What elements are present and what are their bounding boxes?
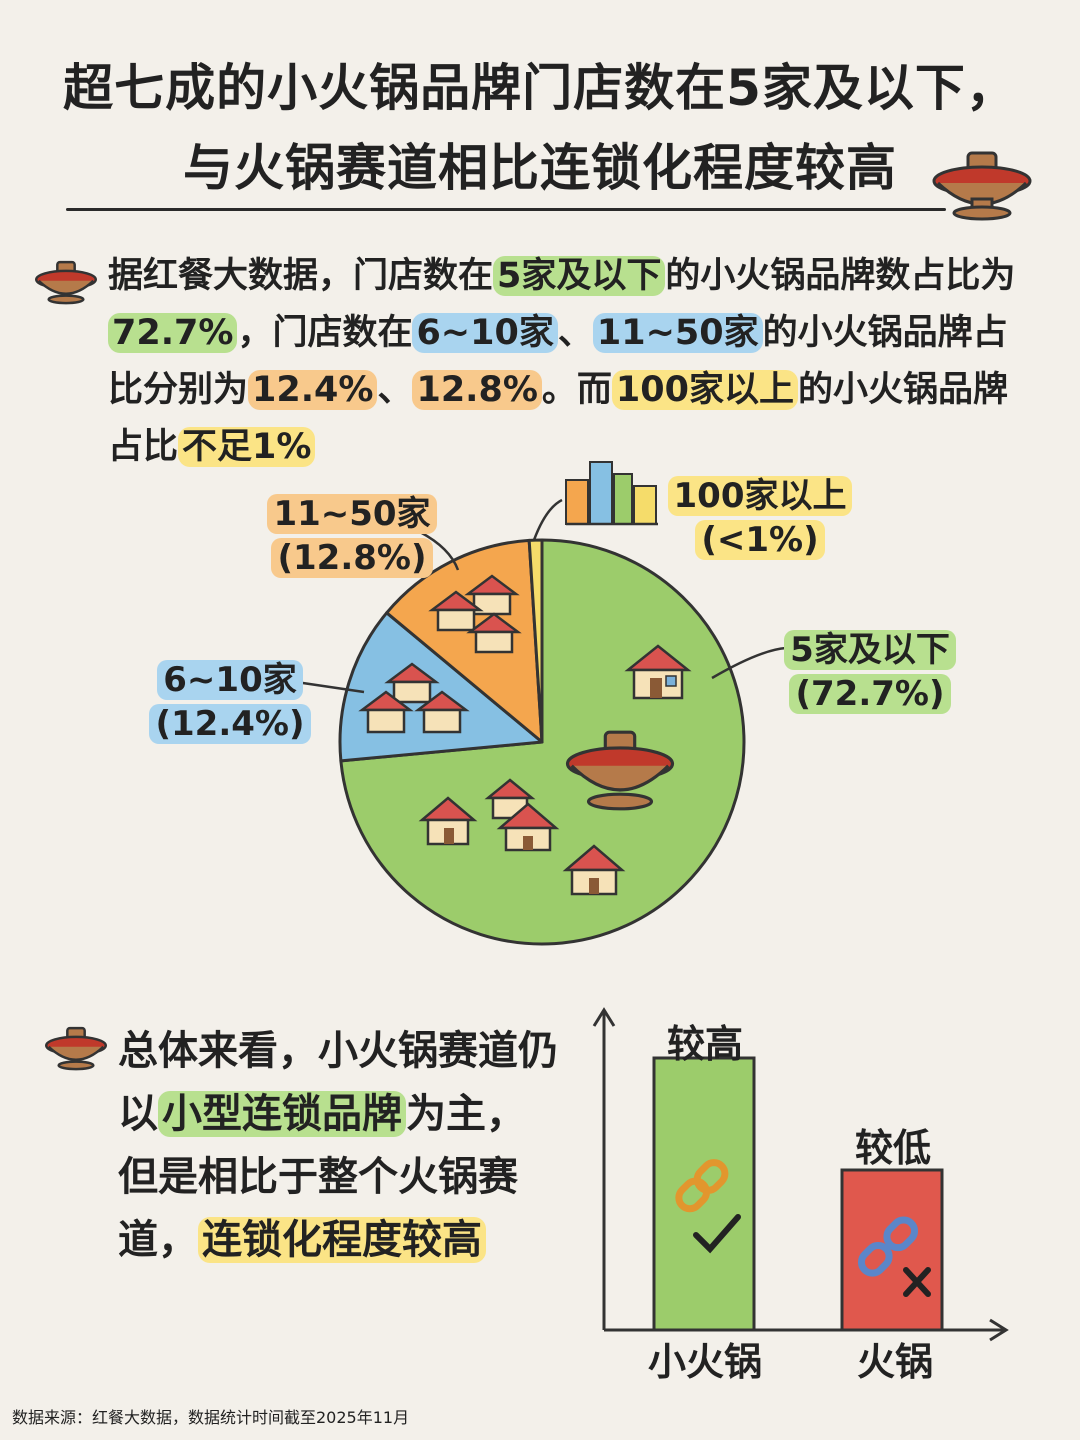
house-icon — [384, 662, 440, 704]
x-axis-arrow — [989, 1318, 1009, 1342]
highlight-11-50: 11~50家 — [592, 313, 763, 353]
data-source: 数据来源：红餐大数据，数据统计时间截至2025年11月 — [12, 1408, 410, 1427]
hotpot-icon — [34, 260, 98, 305]
chain-icon — [675, 1177, 711, 1213]
title-divider — [66, 208, 946, 211]
bar-category-label: 小火锅 — [647, 1340, 762, 1384]
intro-text: 、 — [557, 313, 593, 353]
pie-label-text: 100家以上 — [667, 476, 853, 516]
intro-text: 的小火锅品牌占比 — [108, 370, 1008, 467]
bar-category-label: 火锅 — [856, 1340, 933, 1384]
summary-paragraph: 总体来看，小火锅赛道仍以 小型连锁品牌 为主，但是相比于整个火锅赛道， 连锁化程度较高 — [118, 1020, 558, 1272]
hotpot-icon — [44, 1026, 108, 1071]
highlight-small-chain: 小型连锁品牌 — [158, 1091, 406, 1137]
leader-line-11-50 — [419, 530, 460, 571]
title-line-2: 与火锅赛道相比连锁化程度较高 — [183, 139, 897, 197]
pie-label-text: 5家及以下 — [784, 630, 956, 670]
summary-text: 为主，但是相比于整个火锅赛道， — [118, 1091, 526, 1263]
leader-lines — [295, 498, 787, 694]
pie-label-6-10: 6~10家 (12.4%) — [140, 658, 320, 746]
chain-icon — [693, 1159, 729, 1194]
highlight-72-7: 72.7% — [108, 313, 238, 353]
bar-value-label: 较高 — [666, 1022, 743, 1066]
highlight-12-4: 12.4% — [248, 370, 378, 410]
pie-slice-3 — [527, 538, 544, 744]
intro-paragraph: 据红餐大数据，门店数在 5家及以下 的小火锅品牌数占比为 72.7% ，门店数在 6~10… — [108, 248, 1028, 476]
chain-icon — [883, 1216, 919, 1252]
highlight-under-1: 不足1% — [178, 427, 316, 467]
house-icon — [624, 644, 692, 700]
pie-label-text: 6~10家 — [157, 660, 303, 700]
hotpot-icon — [932, 151, 1032, 221]
cross-icon — [903, 1267, 931, 1297]
pie-label-11-50: 11~50家 (12.8%) — [262, 492, 442, 580]
title-line-1: 超七成的小火锅品牌门店数在5家及以下， — [63, 59, 1017, 117]
intro-text: ，门店数在 — [237, 313, 413, 353]
leader-line-6-10 — [295, 680, 365, 694]
chain-icon — [857, 1241, 893, 1277]
pie-label-5: 5家及以下 (72.7%) — [770, 628, 970, 716]
highlight-100: 100家以上 — [611, 370, 798, 410]
pie-label-value: (12.8%) — [271, 538, 433, 578]
highlight-6-10: 6~10家 — [412, 313, 558, 353]
pie-label-100: 100家以上 (<1%) — [660, 474, 860, 562]
intro-text: 。而 — [541, 370, 612, 410]
highlight-12-8: 12.8% — [412, 370, 542, 410]
hotpot-icon — [565, 730, 675, 811]
highlight-5: 5家及以下 — [493, 256, 666, 296]
leader-line-100 — [532, 498, 563, 541]
intro-text: 的小火锅品牌数占比为 — [665, 256, 1016, 296]
pie-label-value: (<1%) — [695, 520, 825, 560]
house-icon — [466, 612, 522, 654]
pie-label-value: (72.7%) — [789, 674, 951, 714]
intro-text: 的小火锅品牌占比分别为 — [108, 313, 1008, 410]
city-icon — [565, 461, 658, 526]
bar-1 — [840, 1168, 944, 1332]
house-icon — [562, 844, 626, 896]
page-title: 超七成的小火锅品牌门店数在5家及以下， 与火锅赛道相比连锁化程度较高 — [40, 48, 1040, 208]
leader-line-5 — [711, 646, 787, 680]
house-icon — [414, 690, 470, 734]
pie-label-value: (12.4%) — [149, 704, 311, 744]
bar-value-label: 较低 — [854, 1126, 931, 1170]
house-icon — [418, 796, 478, 846]
bar-chart — [592, 1007, 1009, 1342]
summary-text: 总体来看，小火锅赛道仍以 — [118, 1028, 558, 1137]
check-icon — [693, 1214, 741, 1254]
house-icon — [428, 590, 484, 632]
pie-label-text: 11~50家 — [267, 494, 437, 534]
house-icon — [496, 802, 560, 852]
y-axis-arrow — [592, 1007, 616, 1027]
intro-text: 据红餐大数据，门店数在 — [108, 256, 494, 296]
intro-text: 、 — [377, 370, 413, 410]
house-icon — [358, 690, 414, 734]
pie-chart — [338, 538, 746, 946]
highlight-chain-level: 连锁化程度较高 — [198, 1217, 486, 1263]
